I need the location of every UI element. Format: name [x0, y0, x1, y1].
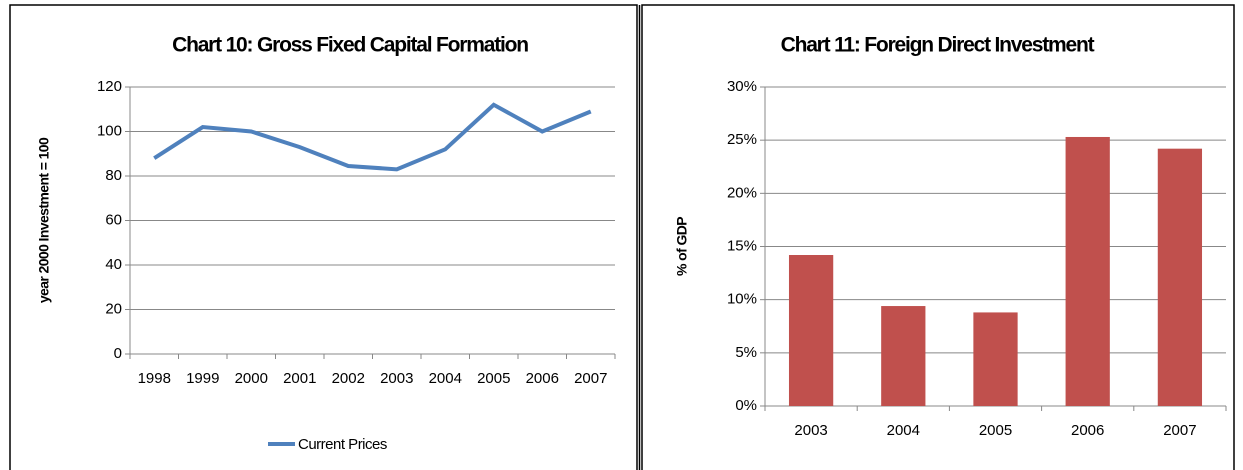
y-tick-label: 15%: [727, 237, 757, 254]
x-tick-label: 2004: [429, 370, 462, 387]
x-tick-label: 2003: [380, 370, 413, 387]
x-tick-label: 2006: [1071, 422, 1104, 439]
x-tick-label: 2002: [332, 370, 365, 387]
y-tick-label: 20%: [727, 184, 757, 201]
y-axis-label: year 2000 Investment = 100: [36, 137, 52, 303]
bar: [1157, 148, 1203, 406]
chart-title: Chart 11: Foreign Direct Investment: [781, 34, 1095, 57]
x-tick-label: 2001: [283, 370, 316, 387]
x-tick-label: 1999: [186, 370, 219, 387]
bar: [973, 312, 1018, 406]
y-tick-label: 10%: [727, 291, 757, 308]
x-tick-label: 2005: [477, 370, 510, 387]
y-tick-label: 40: [105, 256, 122, 273]
y-tick-label: 0: [114, 345, 122, 362]
chart-title: Chart 10: Gross Fixed Capital Formation: [172, 34, 528, 57]
y-axis-label: % of GDP: [674, 217, 690, 276]
legend-label: Current Prices: [298, 436, 387, 453]
y-tick-label: 120: [97, 78, 122, 95]
y-tick-label: 20: [105, 300, 122, 317]
panel-border: [9, 4, 638, 470]
x-tick-label: 2006: [526, 370, 559, 387]
data-line: [153, 102, 592, 172]
y-tick-label: 30%: [727, 78, 757, 95]
x-tick-label: 2005: [979, 422, 1012, 439]
panel-border: [641, 4, 1235, 470]
bar: [881, 306, 926, 406]
y-tick-label: 25%: [727, 131, 757, 148]
x-tick-label: 2007: [574, 370, 607, 387]
x-tick-label: 2004: [887, 422, 920, 439]
x-tick-label: 1998: [138, 370, 171, 387]
x-tick-label: 2000: [235, 370, 268, 387]
bar: [1065, 136, 1110, 406]
x-tick-label: 2007: [1163, 422, 1196, 439]
y-tick-label: 60: [105, 211, 122, 228]
y-tick-label: 100: [97, 122, 122, 139]
x-tick-label: 2003: [794, 422, 827, 439]
bar: [788, 255, 834, 406]
y-tick-label: 0%: [735, 397, 757, 414]
y-tick-label: 5%: [735, 344, 757, 361]
y-tick-label: 80: [105, 167, 122, 184]
